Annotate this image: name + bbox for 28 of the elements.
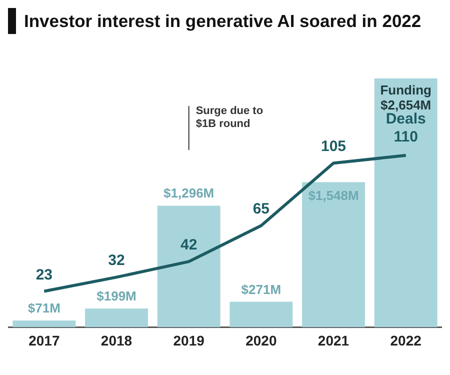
data-label: $2,654M <box>380 97 432 112</box>
data-label: 32 <box>108 252 125 270</box>
x-tick-label: 2021 <box>318 332 350 348</box>
chart-title: Investor interest in generative AI soared in 2022 <box>24 10 422 32</box>
data-label: $1,296M <box>164 186 214 201</box>
series-label: Deals <box>386 110 426 128</box>
x-tick-label: 2018 <box>100 332 132 348</box>
data-label: $71M <box>28 300 60 316</box>
data-label: 42 <box>180 236 198 254</box>
x-tick-label: 2017 <box>28 332 60 348</box>
data-label: 110 <box>394 128 418 146</box>
data-label: $199M <box>96 288 136 304</box>
data-label: 105 <box>320 138 346 156</box>
x-tick-label: 2022 <box>390 332 422 348</box>
bar <box>12 320 76 328</box>
bar <box>157 206 220 328</box>
series-label: Funding <box>380 82 432 98</box>
bar <box>230 302 293 328</box>
data-label: $1,548M <box>308 188 359 204</box>
data-label: 23 <box>36 266 53 284</box>
data-label: 65 <box>252 200 270 218</box>
x-tick-label: 2020 <box>246 332 277 348</box>
bar <box>85 308 148 328</box>
x-tick-label: 2019 <box>173 332 205 348</box>
bar <box>374 78 438 328</box>
data-label: $271M <box>241 282 282 297</box>
annotation: Surge due to $1B round <box>196 105 264 130</box>
bar <box>302 182 365 328</box>
